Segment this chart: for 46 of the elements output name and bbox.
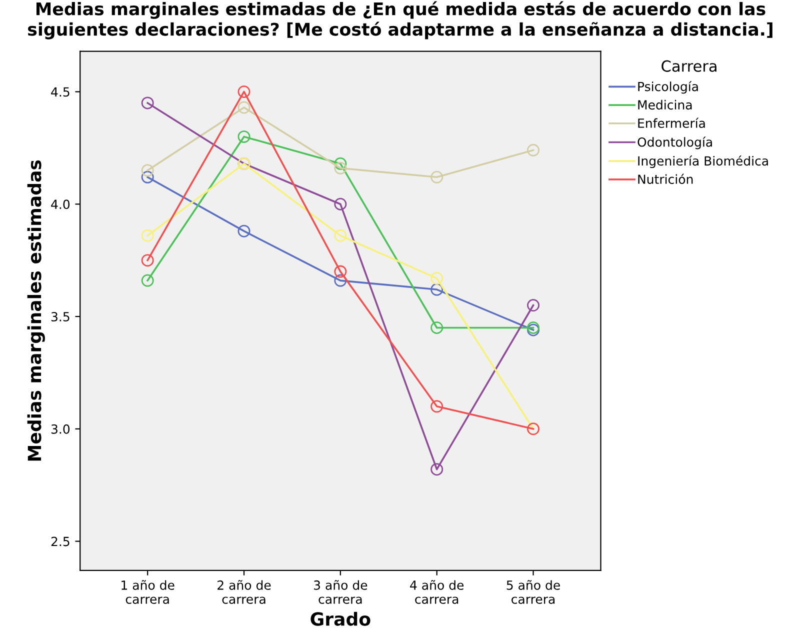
y-tick-label: 4.5 xyxy=(51,87,70,97)
point xyxy=(334,162,347,174)
legend-label: Odontología xyxy=(638,136,712,150)
point xyxy=(430,283,444,296)
x-axis-title: Grado xyxy=(310,612,370,626)
point xyxy=(527,321,540,334)
point xyxy=(238,224,250,238)
point xyxy=(141,254,154,267)
legend-label: Psicología xyxy=(638,81,698,94)
point xyxy=(334,265,347,278)
point xyxy=(238,101,250,114)
point xyxy=(141,170,154,184)
point xyxy=(141,229,154,242)
chart-title: Medias marginales estimadas de ¿En qué medida estás de acuerdo con las siguientes declaraciones? [Me costó adaptarme a la enseñanza a distancia.] xyxy=(28,1,772,40)
y-tick-label: 4.0 xyxy=(51,200,70,210)
point xyxy=(527,324,540,336)
point xyxy=(334,157,347,170)
point xyxy=(430,272,444,285)
point xyxy=(141,274,154,287)
point xyxy=(527,299,540,312)
x-tick-label: 5 año de carrera xyxy=(506,580,560,604)
point xyxy=(430,170,444,184)
point xyxy=(238,85,250,98)
x-tick-label: 1 año de carrera xyxy=(122,580,174,604)
point xyxy=(430,400,444,413)
legend-label: Nutrición xyxy=(638,174,693,184)
point xyxy=(334,229,347,242)
y-axis-title: Medias marginales estimadas xyxy=(27,160,45,461)
x-tick-label: 4 año de carrera xyxy=(410,580,464,604)
legend-label: Ingeniería Biomédica xyxy=(638,155,768,168)
point xyxy=(430,463,444,476)
legend-label: Enfermería xyxy=(638,118,705,128)
point xyxy=(527,144,540,156)
point xyxy=(141,164,154,177)
y-tick-label: 2.5 xyxy=(51,536,70,546)
y-tick-label: 3.0 xyxy=(51,424,70,434)
x-tick-label: 2 año de carrera xyxy=(218,580,271,604)
y-tick-label: 3.5 xyxy=(51,312,70,322)
point xyxy=(238,130,250,143)
point xyxy=(430,321,444,334)
point xyxy=(334,274,347,287)
x-tick-label: 3 año de carrera xyxy=(314,580,368,604)
point xyxy=(334,198,347,210)
point xyxy=(141,96,154,110)
legend-title: Carrera xyxy=(662,60,716,72)
legend-label: Medicina xyxy=(638,100,692,110)
